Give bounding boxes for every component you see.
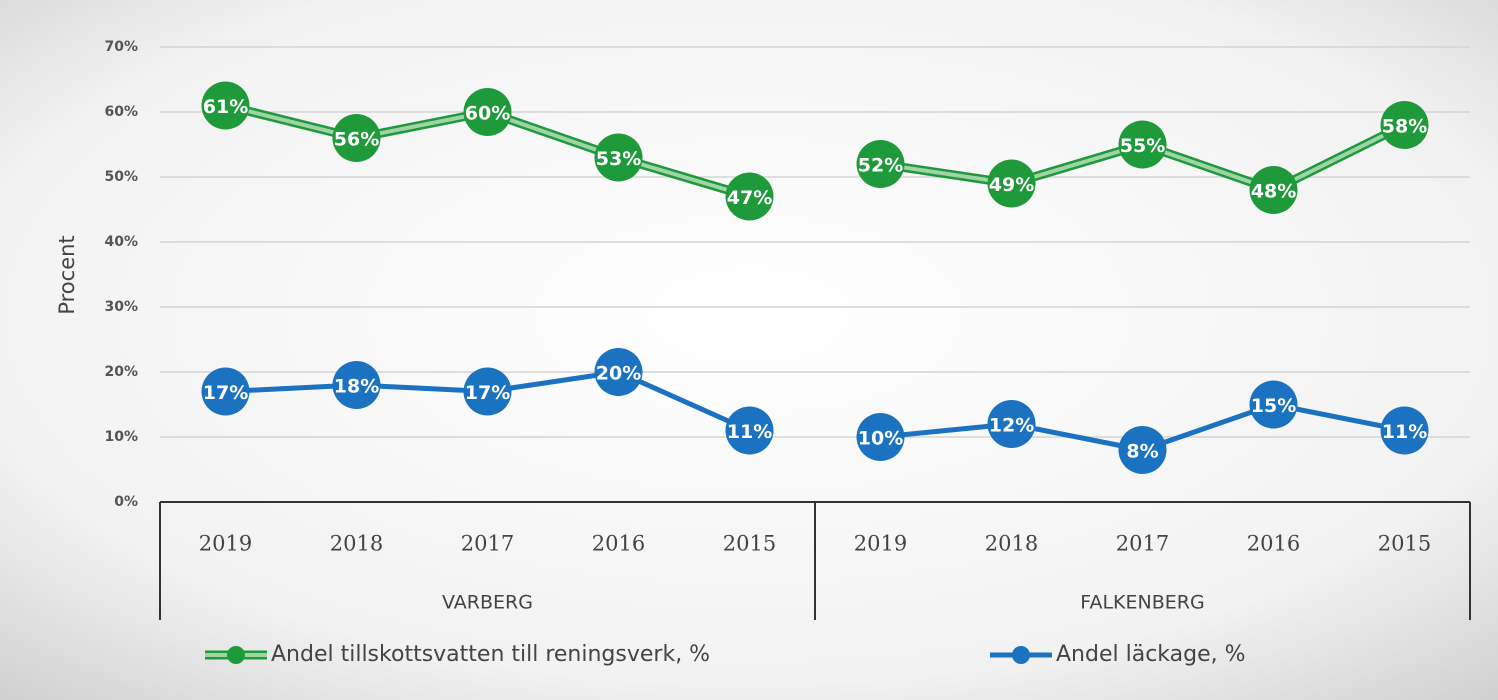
data-label: 18% [334, 376, 379, 398]
data-label: 49% [989, 174, 1034, 196]
x-tick-label: 2017 [1116, 532, 1169, 556]
data-label: 55% [1120, 135, 1165, 157]
x-tick-label: 2016 [1247, 532, 1300, 556]
legend-marker [227, 646, 245, 664]
data-label: 52% [858, 155, 903, 177]
x-tick-label: 2015 [1378, 532, 1431, 556]
marker [463, 88, 512, 136]
x-tick-label: 2019 [854, 532, 907, 556]
y-tick-label: 70% [104, 39, 138, 55]
marker [987, 159, 1036, 208]
marker [332, 114, 381, 162]
y-tick-label: 40% [104, 234, 138, 250]
marker [594, 133, 643, 182]
marker [1118, 426, 1167, 474]
y-tick-label: 10% [104, 429, 138, 445]
data-label: 17% [465, 382, 510, 404]
data-label: 17% [203, 382, 248, 404]
x-tick-label: 2019 [199, 532, 252, 556]
data-label: 20% [596, 363, 641, 385]
group-label: VARBERG [442, 592, 533, 614]
marker [725, 172, 774, 221]
data-label: 8% [1126, 441, 1158, 463]
y-tick-label: 0% [114, 494, 138, 510]
marker [1118, 120, 1167, 169]
legend-label: Andel tillskottsvatten till reningsverk,… [271, 642, 710, 667]
data-label: 11% [727, 421, 772, 443]
marker [987, 400, 1036, 448]
x-tick-label: 2018 [985, 532, 1038, 556]
data-label: 11% [1382, 421, 1427, 443]
marker [856, 140, 905, 188]
data-label: 61% [203, 96, 248, 118]
marker [463, 367, 512, 416]
y-axis-label: Procent [55, 235, 79, 314]
marker [201, 81, 250, 130]
data-label: 12% [989, 415, 1034, 437]
data-label: 58% [1382, 116, 1427, 138]
x-tick-label: 2017 [461, 532, 514, 556]
marker [725, 406, 774, 455]
marker [201, 367, 250, 416]
marker [1249, 166, 1298, 214]
y-tick-label: 60% [104, 104, 138, 120]
marker [1380, 406, 1429, 455]
data-label: 56% [334, 129, 379, 151]
marker [856, 413, 905, 461]
data-label: 10% [858, 428, 903, 450]
legend-label: Andel läckage, % [1056, 642, 1246, 667]
marker [1249, 380, 1298, 429]
x-tick-label: 2016 [592, 532, 645, 556]
y-tick-label: 30% [104, 299, 138, 315]
x-tick-label: 2018 [330, 532, 383, 556]
marker [332, 361, 381, 409]
group-label: FALKENBERG [1080, 592, 1204, 614]
legend-marker [1012, 646, 1030, 664]
data-label: 47% [727, 187, 772, 209]
data-label: 53% [596, 148, 641, 170]
y-tick-label: 20% [104, 364, 138, 380]
marker [1380, 101, 1429, 149]
marker [594, 348, 643, 396]
data-label: 48% [1251, 181, 1296, 203]
y-tick-label: 50% [104, 169, 138, 185]
data-label: 60% [465, 103, 510, 125]
x-tick-label: 2015 [723, 532, 776, 556]
data-label: 15% [1251, 395, 1296, 417]
